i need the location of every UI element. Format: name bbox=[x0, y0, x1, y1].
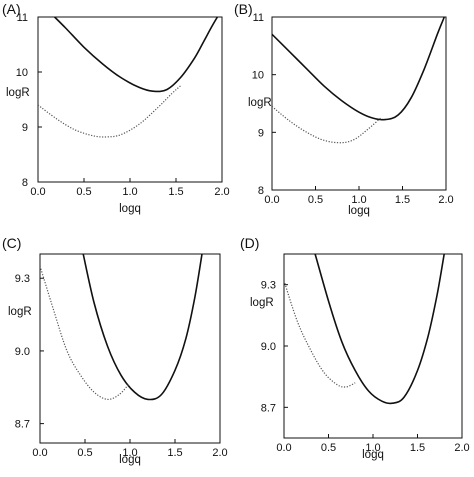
y-tick-label-d-0: 8.7 bbox=[261, 402, 276, 414]
x-tick-label-d-4: 2.0 bbox=[454, 442, 469, 454]
dotted-curve-a bbox=[38, 85, 181, 138]
panel-label-d: (D) bbox=[240, 235, 259, 251]
plot-frame-a bbox=[37, 16, 223, 183]
solid-curve-d bbox=[314, 254, 445, 405]
x-tick-label-c-1: 0.5 bbox=[77, 447, 92, 459]
y-axis-title-b: logR bbox=[248, 97, 272, 109]
dotted-curve-b bbox=[272, 105, 382, 144]
y-tick-label-d-2: 9.3 bbox=[261, 280, 276, 292]
y-tick-label-a-3: 11 bbox=[17, 12, 28, 24]
plot-frame-b bbox=[271, 16, 447, 191]
panel-label-a: (A) bbox=[2, 1, 21, 17]
y-tick-label-a-1: 9 bbox=[22, 122, 28, 134]
x-tick-label-d-0: 0.0 bbox=[276, 442, 291, 454]
plot-frame-d bbox=[283, 253, 463, 439]
solid-curve-b bbox=[272, 17, 446, 121]
x-tick-label-d-1: 0.5 bbox=[321, 442, 336, 454]
x-tick-label-a-0: 0.0 bbox=[30, 186, 45, 198]
x-tick-label-b-1: 0.5 bbox=[308, 194, 323, 206]
solid-curve-a bbox=[54, 17, 219, 93]
x-tick-label-c-0: 0.0 bbox=[32, 447, 47, 459]
y-axis-title-d: logR bbox=[250, 297, 274, 309]
dotted-curve-d bbox=[284, 280, 356, 388]
x-tick-label-a-1: 0.5 bbox=[76, 186, 91, 198]
solid-curve-c bbox=[82, 254, 203, 401]
y-axis-title-c: logR bbox=[8, 306, 32, 318]
x-tick-label-a-2: 1.0 bbox=[122, 186, 137, 198]
x-tick-label-b-3: 1.5 bbox=[395, 194, 410, 206]
dotted-curve-c bbox=[40, 265, 129, 401]
panel-b: (B) 0.0 0.5 1.0 1.5 2.0 8 9 10 11 logq logR bbox=[234, 1, 454, 217]
x-tick-label-a-3: 1.5 bbox=[168, 186, 183, 198]
panel-a: (A) 0.0 0.5 1.0 1.5 2.0 8 9 10 11 logq logR bbox=[2, 1, 230, 215]
x-axis-title-b: logq bbox=[348, 205, 370, 217]
y-tick-label-b-0: 8 bbox=[258, 185, 264, 197]
x-tick-label-b-0: 0.0 bbox=[264, 194, 279, 206]
x-axis-title-a: logq bbox=[119, 203, 141, 215]
panel-label-c: (C) bbox=[2, 235, 21, 251]
x-tick-label-c-4: 2.0 bbox=[212, 447, 227, 459]
x-tick-label-c-3: 1.5 bbox=[167, 447, 182, 459]
x-tick-label-b-2: 1.0 bbox=[351, 194, 366, 206]
y-tick-label-c-2: 9.3 bbox=[15, 273, 30, 285]
x-tick-label-a-4: 2.0 bbox=[214, 186, 229, 198]
y-tick-label-c-1: 9.0 bbox=[15, 346, 30, 358]
y-tick-label-d-1: 9.0 bbox=[261, 341, 276, 353]
x-tick-label-c-2: 1.0 bbox=[122, 447, 137, 459]
panel-label-b: (B) bbox=[234, 1, 253, 17]
x-tick-label-d-3: 1.5 bbox=[410, 442, 425, 454]
y-tick-label-c-0: 8.7 bbox=[15, 419, 30, 431]
x-axis-title-c: logq bbox=[119, 454, 141, 466]
y-tick-label-b-3: 11 bbox=[253, 12, 264, 24]
y-tick-label-b-1: 9 bbox=[258, 127, 264, 139]
plot-frame-c bbox=[39, 253, 221, 444]
y-tick-label-b-2: 10 bbox=[252, 70, 264, 82]
y-tick-label-a-0: 8 bbox=[22, 177, 28, 189]
x-tick-label-d-2: 1.0 bbox=[365, 442, 380, 454]
x-tick-label-b-4: 2.0 bbox=[438, 194, 453, 206]
x-axis-title-d: logq bbox=[362, 449, 384, 461]
panel-c: (C) 0.0 0.5 1.0 1.5 2.0 8.7 9.0 9.3 logq logR bbox=[2, 235, 228, 466]
panel-d: (D) 0.0 0.5 1.0 1.5 2.0 8.7 9.0 9.3 logq logR bbox=[240, 235, 470, 461]
y-axis-title-a: logR bbox=[6, 87, 30, 99]
y-tick-label-a-2: 10 bbox=[16, 67, 28, 79]
